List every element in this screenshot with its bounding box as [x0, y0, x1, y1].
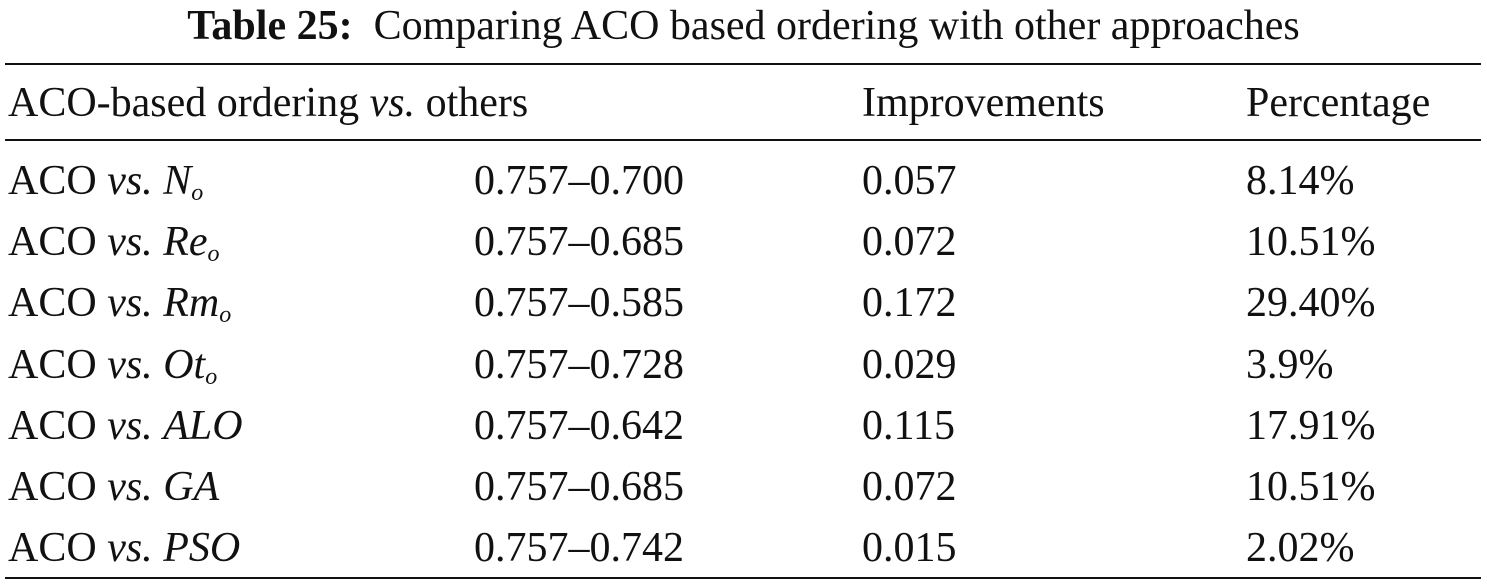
vs-label: vs.	[107, 219, 153, 265]
method-name: ALO	[163, 403, 243, 449]
table-label: Table 25:	[187, 3, 353, 49]
comparison-cell: ACO vs. Oto	[8, 334, 217, 396]
header-rule	[5, 139, 1481, 141]
range-cell: 0.757–0.728	[474, 342, 684, 388]
range-cell: 0.757–0.642	[474, 403, 684, 449]
method-name: Ot	[163, 342, 206, 388]
aco-label: ACO	[8, 342, 97, 388]
table-row: ACO vs. Reo 0.757–0.685 0.072 10.51%	[0, 211, 1487, 273]
table-row: ACO vs. Oto 0.757–0.728 0.029 3.9%	[0, 334, 1487, 396]
range-cell: 0.757–0.700	[474, 158, 684, 204]
method-subscript: o	[219, 302, 232, 328]
table-row: ACO vs. GA 0.757–0.685 0.072 10.51%	[0, 456, 1487, 518]
comparison-cell: ACO vs. Reo	[8, 211, 219, 273]
percentage-cell: 8.14%	[1246, 158, 1355, 204]
header-comparison: ACO-based ordering vs. others	[8, 73, 528, 133]
improvement-cell: 0.029	[862, 342, 957, 388]
vs-label: vs.	[107, 464, 153, 510]
improvement-cell: 0.057	[862, 158, 957, 204]
method-name: Re	[163, 219, 208, 265]
aco-label: ACO	[8, 280, 97, 326]
vs-label: vs.	[107, 403, 153, 449]
table-title: Comparing ACO based ordering with other …	[373, 3, 1300, 49]
improvement-cell: 0.172	[862, 280, 957, 326]
method-subscript: o	[191, 180, 204, 206]
improvement-cell: 0.015	[862, 525, 957, 571]
comparison-cell: ACO vs. Rmo	[8, 272, 231, 334]
aco-label: ACO	[8, 403, 97, 449]
range-cell: 0.757–0.685	[474, 219, 684, 265]
table-row: ACO vs. PSO 0.757–0.742 0.015 2.02%	[0, 517, 1487, 579]
vs-label: vs.	[107, 525, 153, 571]
header-comparison-suffix: others	[425, 80, 529, 126]
method-name: GA	[163, 464, 220, 510]
percentage-cell: 10.51%	[1246, 219, 1376, 265]
table-row: ACO vs. Rmo 0.757–0.585 0.172 29.40%	[0, 272, 1487, 334]
comparison-cell: ACO vs. ALO	[8, 395, 243, 457]
improvement-cell: 0.115	[862, 403, 955, 449]
percentage-cell: 29.40%	[1246, 280, 1376, 326]
vs-label: vs.	[107, 158, 153, 204]
aco-label: ACO	[8, 219, 97, 265]
header-improvements: Improvements	[862, 80, 1105, 126]
comparison-cell: ACO vs. PSO	[8, 517, 240, 579]
vs-label: vs.	[107, 342, 153, 388]
comparison-cell: ACO vs. GA	[8, 456, 219, 518]
improvement-cell: 0.072	[862, 219, 957, 265]
method-name: Rm	[163, 280, 220, 326]
percentage-cell: 3.9%	[1246, 342, 1334, 388]
top-rule	[5, 63, 1481, 65]
header-percentage: Percentage	[1246, 80, 1431, 126]
range-cell: 0.757–0.585	[474, 280, 684, 326]
table-row: ACO vs. ALO 0.757–0.642 0.115 17.91%	[0, 395, 1487, 457]
header-comparison-vs: vs.	[369, 80, 416, 126]
improvement-cell: 0.072	[862, 464, 957, 510]
vs-label: vs.	[107, 280, 153, 326]
percentage-cell: 10.51%	[1246, 464, 1376, 510]
percentage-cell: 2.02%	[1246, 525, 1355, 571]
header-comparison-prefix: ACO-based ordering	[8, 80, 360, 126]
aco-label: ACO	[8, 158, 97, 204]
comparison-cell: ACO vs. No	[8, 150, 203, 212]
method-subscript: o	[205, 364, 218, 390]
range-cell: 0.757–0.685	[474, 464, 684, 510]
aco-label: ACO	[8, 464, 97, 510]
range-cell: 0.757–0.742	[474, 525, 684, 571]
aco-label: ACO	[8, 525, 97, 571]
method-subscript: o	[207, 241, 220, 267]
table-row: ACO vs. No 0.757–0.700 0.057 8.14%	[0, 150, 1487, 212]
table-caption: Table 25: Comparing ACO based ordering w…	[0, 0, 1487, 56]
percentage-cell: 17.91%	[1246, 403, 1376, 449]
bottom-rule	[5, 577, 1481, 579]
method-name: N	[163, 158, 192, 204]
method-name: PSO	[163, 525, 241, 571]
